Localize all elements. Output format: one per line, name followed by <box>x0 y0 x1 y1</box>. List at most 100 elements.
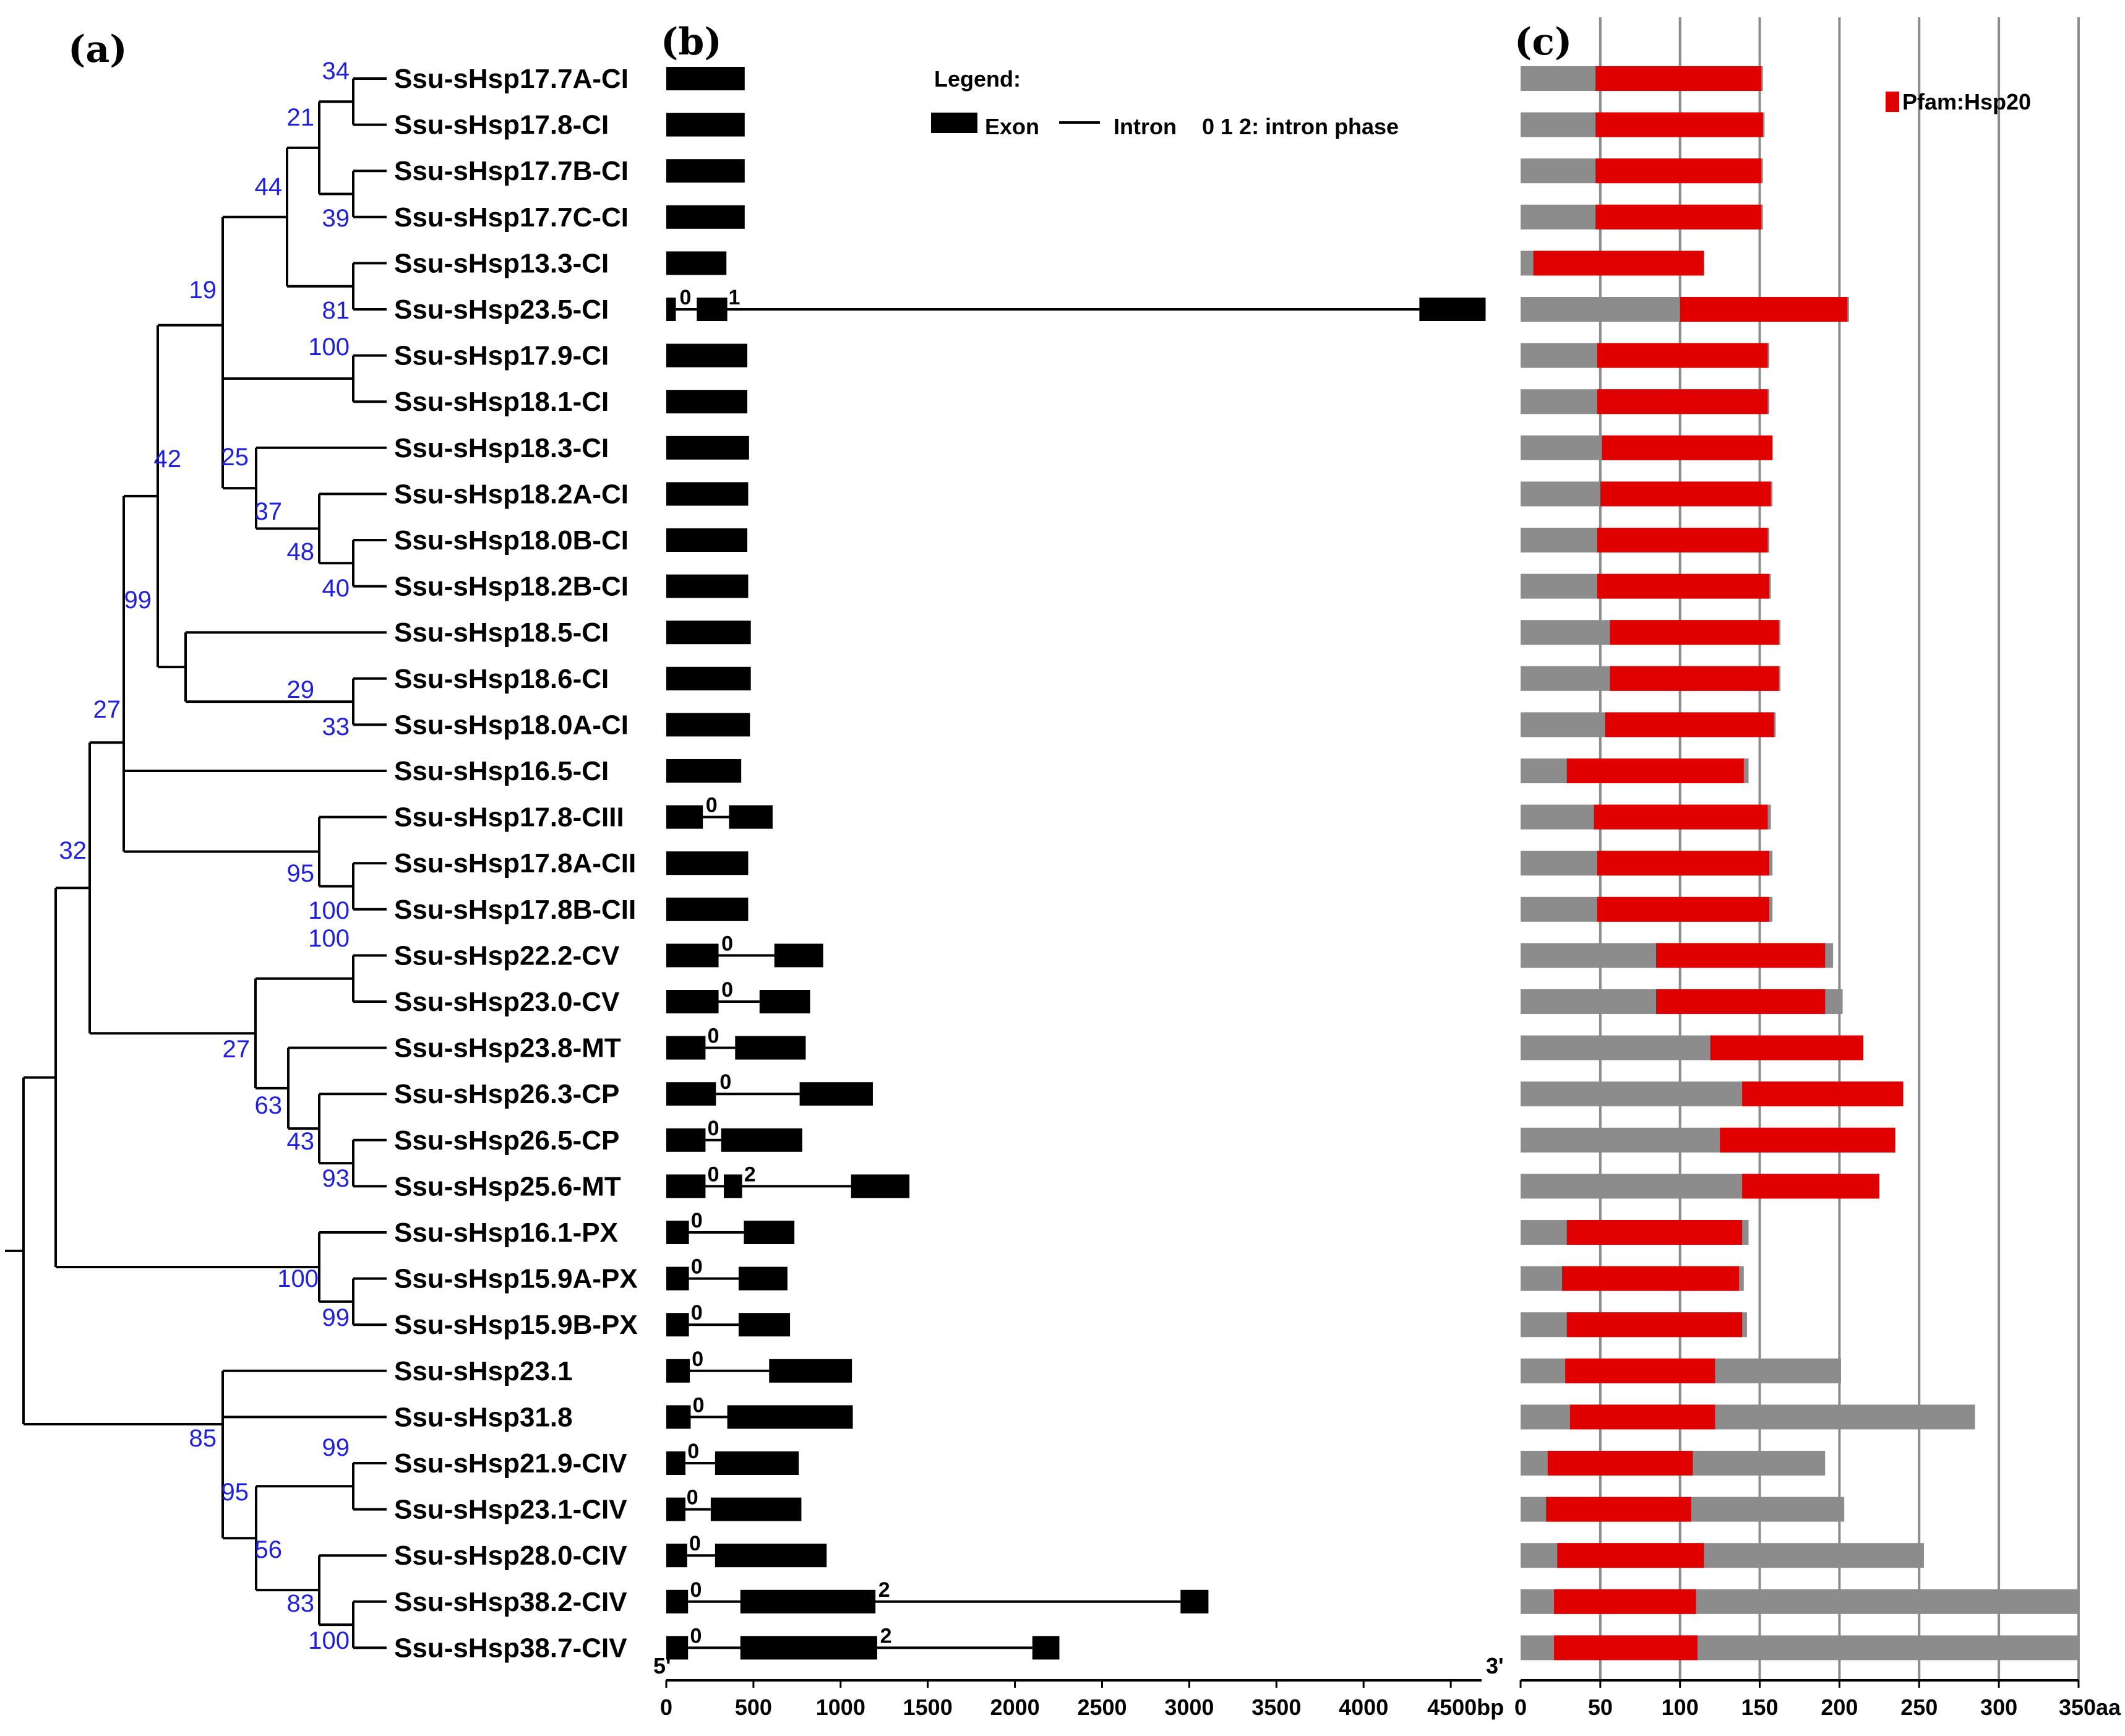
exon-block <box>666 666 751 690</box>
gene-label: Ssu-sHsp17.9-CI <box>394 341 609 371</box>
bootstrap-value: 27 <box>223 1036 251 1063</box>
intron-phase-label: 0 <box>706 794 718 817</box>
hsp20-domain <box>1710 1035 1864 1060</box>
intron-phase-label: 0 <box>721 978 733 1002</box>
exon-block <box>666 897 749 921</box>
gene-label: Ssu-sHsp18.1-CI <box>394 387 609 417</box>
bootstrap-value: 25 <box>221 444 249 471</box>
exon-block <box>729 805 773 829</box>
exon-block <box>774 943 823 968</box>
exon-block <box>666 574 749 598</box>
gene-label: Ssu-sHsp23.1-CIV <box>394 1495 627 1525</box>
bootstrap-value: 99 <box>322 1304 350 1331</box>
gene-axis-tick-label: 1000 <box>816 1695 865 1720</box>
intron-phase-label: 1 <box>728 286 740 309</box>
exon-block <box>727 1405 853 1429</box>
exon-block <box>666 159 745 183</box>
gene-label: Ssu-sHsp23.1 <box>394 1356 573 1386</box>
exon-block <box>666 482 749 506</box>
protein-axis-tick-label: 250 <box>1900 1695 1938 1720</box>
exon-block <box>666 1405 691 1429</box>
gene-axis-tick-label: 500 <box>735 1695 772 1720</box>
gene-label: Ssu-sHsp17.7C-CI <box>394 202 629 233</box>
exon-block <box>666 343 748 367</box>
bootstrap-value: 19 <box>189 277 217 304</box>
intron-phase-label: 0 <box>687 1486 698 1510</box>
hsp20-domain <box>1595 158 1762 184</box>
gene-label: Ssu-sHsp17.8A-CII <box>394 848 636 879</box>
gene-label: Ssu-sHsp38.2-CIV <box>394 1587 627 1617</box>
hsp20-domain <box>1562 1266 1740 1291</box>
gene-label: Ssu-sHsp17.8-CI <box>394 110 609 140</box>
exon-block <box>735 1036 806 1060</box>
protein-domain-track <box>1521 66 2079 1661</box>
panel-letter-b: (b) <box>661 20 722 64</box>
hsp20-domain <box>1720 1127 1895 1153</box>
exon-block <box>666 1451 685 1475</box>
hsp20-domain <box>1597 389 1768 415</box>
hsp20-domain <box>1594 804 1768 830</box>
gene-label: Ssu-sHsp16.5-CI <box>394 756 609 786</box>
gene-label: Ssu-sHsp26.3-CP <box>394 1079 619 1109</box>
exon-block <box>666 113 745 137</box>
bootstrap-value: 83 <box>287 1590 315 1617</box>
gene-label: Ssu-sHsp21.9-CIV <box>394 1448 627 1479</box>
bootstrap-value: 85 <box>189 1425 217 1452</box>
exon-block <box>666 621 751 645</box>
hsp20-domain <box>1566 1220 1743 1245</box>
bootstrap-value: 39 <box>322 205 350 232</box>
protein-axis-tick-label: 300 <box>1980 1695 2017 1720</box>
protein-axis-tick-label: 200 <box>1821 1695 1858 1720</box>
gene-length-axis: 5' 3' 0 500 1000 1500 2000 2500 3000 3500 4000 45… <box>653 1653 1504 1720</box>
bootstrap-value: 34 <box>322 58 350 85</box>
exon-block <box>666 1636 689 1660</box>
gene-label: Ssu-sHsp17.7A-CI <box>394 64 629 94</box>
gene-label: Ssu-sHsp23.5-CI <box>394 294 609 325</box>
exon-block <box>666 1221 689 1244</box>
bootstrap-value: 95 <box>221 1479 249 1506</box>
exon-block <box>666 205 745 229</box>
hsp20-domain <box>1547 1451 1693 1476</box>
protein-grid <box>1599 17 2080 1680</box>
intron-phase-label: 0 <box>693 1393 705 1417</box>
protein-length-axis: 0 50 100 150 200 250 300 350aa <box>1514 1679 2121 1720</box>
protein-axis-tick-label: 50 <box>1588 1695 1613 1720</box>
bootstrap-value: 100 <box>308 925 350 952</box>
intron-phase-label: 0 <box>691 1209 703 1232</box>
exon-block <box>666 298 676 321</box>
gene-label: Ssu-sHsp18.0A-CI <box>394 710 629 740</box>
hsp20-domain <box>1597 574 1770 599</box>
exon-block <box>759 990 810 1013</box>
exon-block <box>697 298 728 321</box>
exon-block <box>666 1266 689 1291</box>
hsp20-domain <box>1680 297 1848 322</box>
exon-block <box>715 1451 799 1475</box>
exon-block <box>738 1313 791 1337</box>
gene-label: Ssu-sHsp15.9B-PX <box>394 1310 638 1340</box>
bootstrap-value: 93 <box>322 1165 350 1192</box>
gene-label: Ssu-sHsp15.9A-PX <box>394 1264 638 1294</box>
intron-phase-label: 0 <box>692 1347 703 1371</box>
hsp20-domain <box>1597 528 1768 552</box>
gene-label: Ssu-sHsp26.5-CP <box>394 1125 619 1156</box>
exon-block <box>769 1359 852 1383</box>
hsp20-domain <box>1600 481 1771 507</box>
exon-block <box>666 1589 689 1614</box>
intron-phase-label: 2 <box>880 1624 892 1648</box>
hsp20-domain <box>1610 620 1779 645</box>
hsp20-domain <box>1595 204 1762 230</box>
gene-label: Ssu-sHsp18.5-CI <box>394 617 609 648</box>
hsp20-domain <box>1610 666 1779 691</box>
gene-label: Ssu-sHsp18.0B-CI <box>394 525 629 556</box>
gene-label: Ssu-sHsp13.3-CI <box>394 248 609 278</box>
bootstrap-value: 63 <box>255 1092 283 1119</box>
hsp20-domain <box>1569 1404 1715 1430</box>
exon-block <box>744 1221 795 1244</box>
exon-block <box>666 851 749 875</box>
bootstrap-value: 44 <box>255 173 283 200</box>
gene-structure-legend: Legend: Exon Intron 0 1 2: intron phase <box>931 66 1399 139</box>
exon-block <box>740 1636 877 1660</box>
hsp20-domain <box>1742 1174 1879 1199</box>
exon-block <box>666 1174 706 1198</box>
